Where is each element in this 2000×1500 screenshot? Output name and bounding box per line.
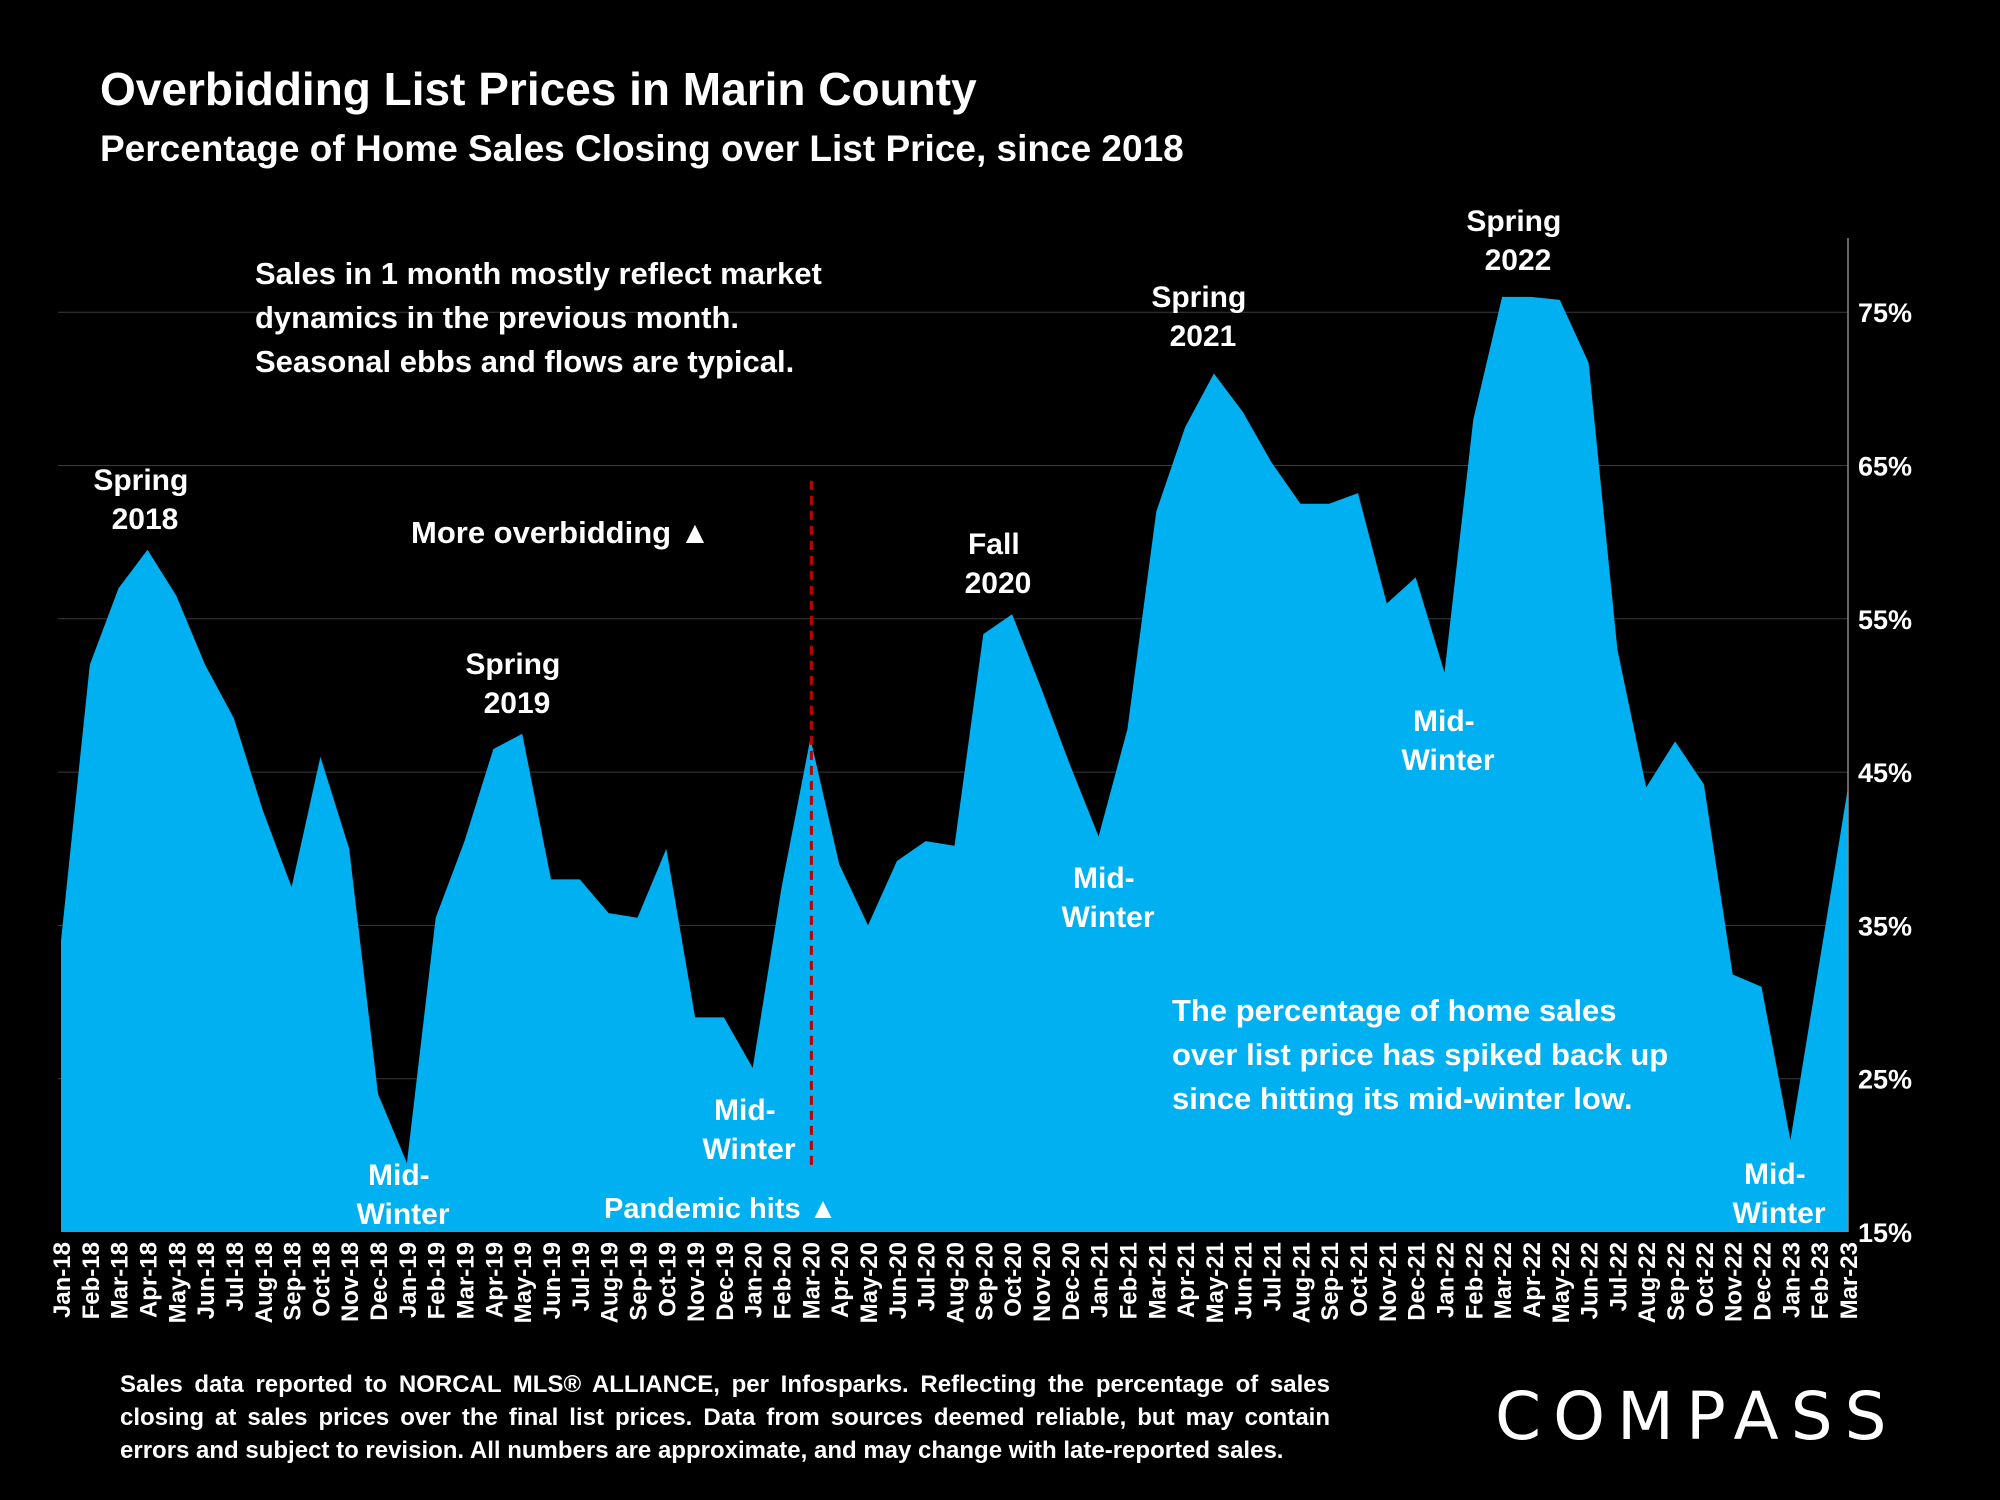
annotation-midwinter-2021: Mid- Winter	[1061, 862, 1154, 934]
y-tick-label: 15%	[1858, 1218, 1912, 1248]
x-tick-label: May-21	[1202, 1242, 1229, 1323]
x-tick-label: Jul-21	[1260, 1242, 1287, 1311]
x-tick-label: Nov-19	[683, 1242, 710, 1322]
y-tick-label: 65%	[1858, 452, 1912, 482]
y-tick-label: 75%	[1858, 298, 1912, 328]
x-tick-label: Aug-18	[251, 1242, 278, 1323]
annotation-more-overbidding: More overbidding ▲	[411, 515, 710, 550]
x-tick-label: Mar-18	[107, 1242, 134, 1319]
x-tick-label: Apr-19	[481, 1242, 508, 1318]
x-tick-label: Mar-19	[453, 1242, 480, 1319]
x-tick-label: Jan-21	[1087, 1242, 1114, 1318]
annotation-spring-2019: Spring 2019	[465, 648, 568, 720]
x-tick-label: Jan-20	[741, 1242, 768, 1318]
x-tick-label: Sep-18	[280, 1242, 307, 1321]
x-tick-label: Jan-22	[1432, 1242, 1459, 1318]
chart-title: Overbidding List Prices in Marin County	[100, 63, 977, 115]
x-tick-label: Mar-22	[1490, 1242, 1517, 1319]
x-tick-label: Jul-19	[568, 1242, 595, 1311]
x-tick-label: Apr-21	[1173, 1242, 1200, 1318]
x-tick-label: Jun-18	[193, 1242, 220, 1319]
x-tick-label: May-22	[1548, 1242, 1575, 1323]
x-tick-label: Feb-23	[1807, 1242, 1834, 1319]
source-footnote: Sales data reported to NORCAL MLS® ALLIA…	[120, 1371, 1330, 1464]
x-tick-label: Oct-20	[1000, 1242, 1027, 1317]
x-tick-label: Jul-20	[914, 1242, 941, 1311]
x-tick-label: Jan-18	[49, 1242, 76, 1318]
x-tick-label: Feb-22	[1461, 1242, 1488, 1319]
x-tick-label: Feb-19	[424, 1242, 451, 1319]
x-tick-label: May-18	[164, 1242, 191, 1323]
x-tick-label: Mar-23	[1836, 1242, 1863, 1319]
x-tick-label: Oct-21	[1346, 1242, 1373, 1317]
y-tick-label: 45%	[1858, 758, 1912, 788]
area-series	[61, 296, 1848, 1232]
x-tick-label: Jan-19	[395, 1242, 422, 1318]
x-tick-label: Jul-22	[1605, 1242, 1632, 1311]
x-tick-label: Aug-20	[943, 1242, 970, 1323]
x-tick-label: Nov-20	[1029, 1242, 1056, 1322]
annotation-spring-2021: Spring 2021	[1151, 281, 1254, 353]
x-tick-label: Jun-22	[1577, 1242, 1604, 1319]
x-tick-labels: Jan-18 Feb-18 Mar-18 Apr-18 May-18 Jun-18 Jul-…	[49, 1242, 1863, 1323]
y-tick-label: 35%	[1858, 911, 1912, 941]
x-tick-label: Dec-22	[1750, 1242, 1777, 1321]
y-tick-labels: 15% 25% 35% 45% 55% 65% 75%	[1858, 298, 1912, 1248]
x-tick-label: Jul-18	[222, 1242, 249, 1311]
note-top: Sales in 1 month mostly reflect market d…	[255, 256, 830, 379]
x-tick-label: Dec-19	[712, 1242, 739, 1321]
x-tick-label: Sep-22	[1663, 1242, 1690, 1321]
x-tick-label: Sep-20	[971, 1242, 998, 1321]
x-tick-label: Feb-20	[770, 1242, 797, 1319]
x-tick-label: Aug-19	[597, 1242, 624, 1323]
x-tick-label: Oct-18	[308, 1242, 335, 1317]
x-tick-label: May-20	[856, 1242, 883, 1323]
x-tick-label: Dec-20	[1058, 1242, 1085, 1321]
x-tick-label: Apr-20	[827, 1242, 854, 1318]
x-tick-label: Apr-18	[135, 1242, 162, 1318]
area-chart: 15% 25% 35% 45% 55% 65% 75% Jan-18 Feb-18 Mar-18…	[49, 205, 1912, 1323]
note-bottom: The percentage of home sales over list p…	[1172, 993, 1677, 1116]
x-tick-label: Mar-21	[1144, 1242, 1171, 1319]
x-tick-label: Dec-21	[1404, 1242, 1431, 1321]
x-tick-label: Jun-20	[885, 1242, 912, 1319]
x-tick-label: Jan-23	[1778, 1242, 1805, 1318]
x-tick-label: May-19	[510, 1242, 537, 1323]
x-tick-label: Oct-19	[654, 1242, 681, 1317]
x-tick-label: Aug-22	[1634, 1242, 1661, 1323]
x-tick-label: Jun-21	[1231, 1242, 1258, 1319]
annotation-fall-2020: Fall 2020	[965, 528, 1032, 600]
x-tick-label: Sep-21	[1317, 1242, 1344, 1321]
x-tick-label: Feb-21	[1115, 1242, 1142, 1319]
x-tick-label: Nov-21	[1375, 1242, 1402, 1322]
x-tick-label: Mar-20	[798, 1242, 825, 1319]
annotation-spring-2018: Spring 2018	[93, 464, 196, 536]
x-tick-label: Oct-22	[1692, 1242, 1719, 1317]
x-tick-label: Dec-18	[366, 1242, 393, 1321]
annotation-midwinter-2022: Mid- Winter	[1401, 705, 1494, 777]
annotation-spring-2022: Spring 2022	[1466, 205, 1569, 277]
x-tick-label: Aug-21	[1288, 1242, 1315, 1323]
x-tick-label: Apr-22	[1519, 1242, 1546, 1318]
x-tick-label: Sep-19	[625, 1242, 652, 1321]
annotation-midwinter-2019: Mid- Winter	[356, 1159, 449, 1231]
y-tick-label: 25%	[1858, 1065, 1912, 1095]
annotation-midwinter-2023: Mid- Winter	[1732, 1158, 1825, 1230]
y-tick-label: 55%	[1858, 605, 1912, 635]
x-tick-label: Nov-18	[337, 1242, 364, 1322]
annotation-pandemic-hits: Pandemic hits ▲	[604, 1193, 837, 1225]
x-tick-label: Feb-18	[78, 1242, 105, 1319]
x-tick-label: Jun-19	[539, 1242, 566, 1319]
compass-logo: COMPASS	[1495, 1378, 1899, 1455]
annotation-midwinter-2020: Mid- Winter	[702, 1094, 795, 1166]
chart-subtitle: Percentage of Home Sales Closing over Li…	[100, 128, 1184, 169]
x-tick-label: Nov-22	[1721, 1242, 1748, 1322]
